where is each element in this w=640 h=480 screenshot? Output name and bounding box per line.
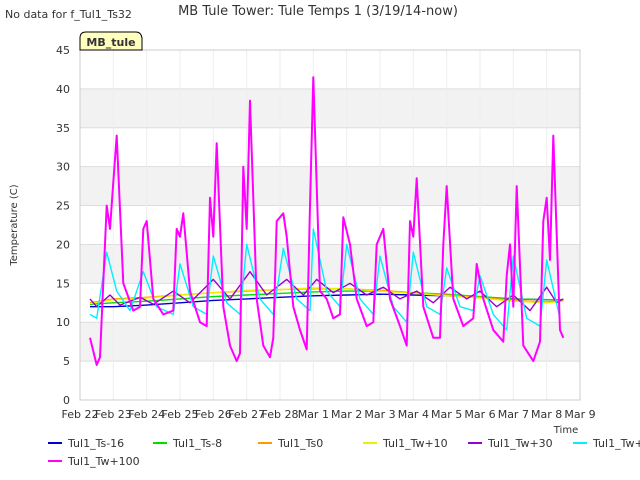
- x-tick-label: Feb 27: [228, 408, 265, 421]
- x-tick-label: Mar 8: [531, 408, 562, 421]
- y-tick-label: 40: [56, 83, 70, 96]
- plot-band: [80, 88, 580, 128]
- series-lines: [89, 76, 565, 366]
- series-line-tul1-ts-8: [89, 290, 564, 305]
- plot-band: [80, 322, 580, 362]
- y-tick-label: 35: [56, 122, 70, 135]
- y-tick-label: 20: [56, 238, 70, 251]
- plot-band: [80, 166, 580, 206]
- x-tick-label: Mar 9: [564, 408, 595, 421]
- series-line-tul1-tw-10: [89, 287, 564, 305]
- x-tick-label: Feb 26: [195, 408, 232, 421]
- legend-item: Tul1_Tw+100: [48, 455, 140, 468]
- legend-label: Tul1_Ts0: [277, 437, 323, 450]
- no-data-note: No data for f_Tul1_Ts32: [5, 8, 132, 21]
- x-tick-label: Mar 2: [331, 408, 362, 421]
- y-axis-label: Temperature (C): [9, 184, 20, 266]
- legend-label: Tul1_Ts-8: [172, 437, 222, 450]
- chart-title: MB Tule Tower: Tule Temps 1 (3/19/14-now…: [178, 4, 458, 19]
- legend-item: Tul1_Ts-8: [153, 437, 222, 450]
- y-tick-label: 25: [56, 200, 70, 213]
- legend-label: Tul1_Tw+30: [487, 437, 553, 450]
- legend-label: Tul1_Tw+100: [67, 455, 140, 468]
- plot-bands: [80, 88, 580, 362]
- y-tick-label: 15: [56, 277, 70, 290]
- x-tick-label: Feb 28: [262, 408, 299, 421]
- legend-label: Tul1_Tw+50: [592, 437, 640, 450]
- y-tick-label: 5: [63, 355, 70, 368]
- x-tick-label: Mar 4: [398, 408, 429, 421]
- plot-frame: [79, 49, 581, 401]
- legend-item: Tul1_Tw+50: [573, 437, 640, 450]
- x-tick-label: Feb 25: [162, 408, 199, 421]
- series-line-tul1-tw-50: [89, 228, 561, 331]
- x-tick-label: Feb 22: [62, 408, 99, 421]
- series-line-tul1-tw-100: [89, 76, 565, 366]
- legend: Tul1_Ts-16 Tul1_Ts-8 Tul1_Ts0 Tul1_Tw+10 Tul…: [48, 437, 640, 468]
- y-tick-label: 10: [56, 316, 70, 329]
- legend-label: Tul1_Tw+10: [382, 437, 448, 450]
- x-tick-label: Mar 7: [498, 408, 529, 421]
- y-axis-ticks: 0 5 10 15 20 25 30 35 40 45: [56, 44, 70, 407]
- x-tick-label: Mar 3: [364, 408, 395, 421]
- x-tick-label: Mar 1: [298, 408, 329, 421]
- legend-item: Tul1_Ts-16: [48, 437, 124, 450]
- x-tick-label: Feb 23: [95, 408, 132, 421]
- x-tick-label: Mar 5: [431, 408, 462, 421]
- site-badge-label: MB_tule: [86, 36, 135, 49]
- site-badge: MB_tule: [79, 31, 143, 51]
- series-line-tul1-tw-30: [89, 271, 564, 312]
- x-tick-label: Mar 6: [464, 408, 495, 421]
- y-tick-label: 0: [63, 394, 70, 407]
- legend-label: Tul1_Ts-16: [67, 437, 124, 450]
- x-tick-label: Feb 24: [128, 408, 165, 421]
- legend-item: Tul1_Tw+30: [468, 437, 553, 450]
- legend-item: Tul1_Ts0: [258, 437, 323, 450]
- y-tick-label: 45: [56, 44, 70, 57]
- x-axis-label: Time: [553, 425, 578, 436]
- site-badge-box: [79, 31, 143, 51]
- y-tick-label: 30: [56, 161, 70, 174]
- legend-item: Tul1_Tw+10: [363, 437, 448, 450]
- plot-band: [80, 244, 580, 284]
